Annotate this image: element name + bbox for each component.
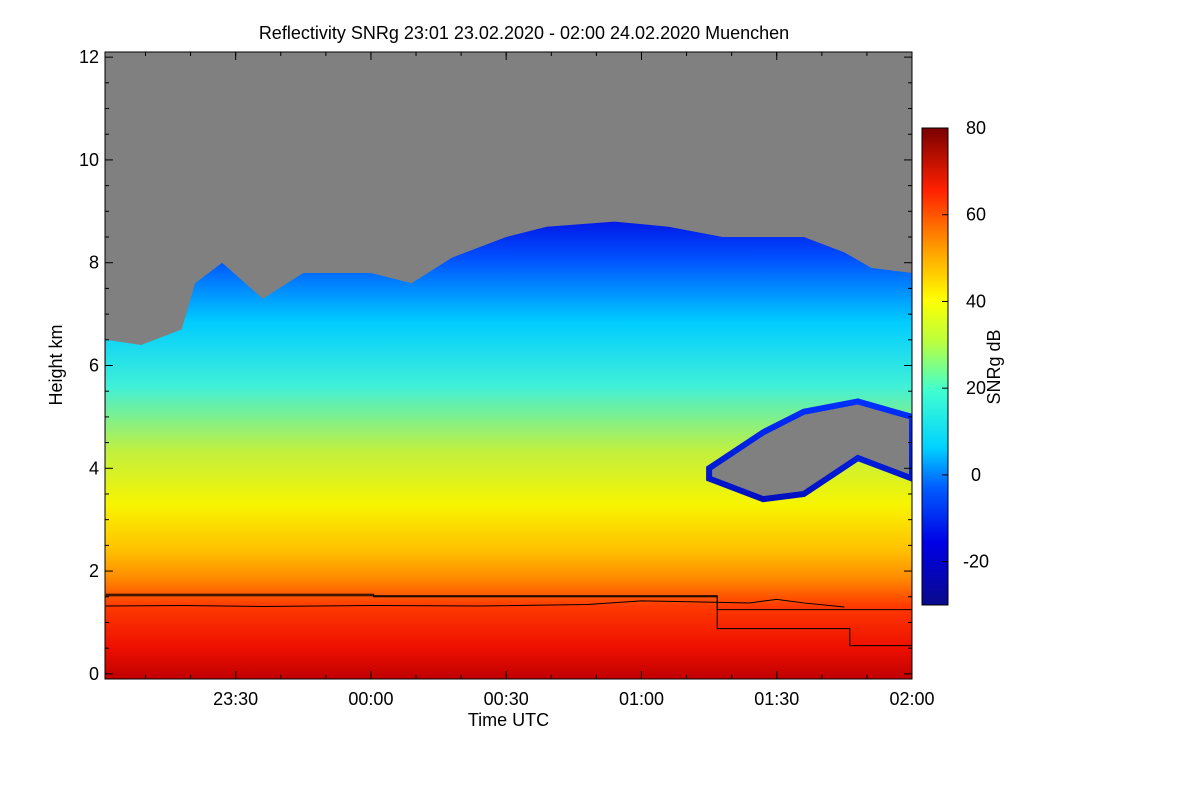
colorbar-tick-label: -20 <box>963 552 989 572</box>
chart-title: Reflectivity SNRg 23:01 23.02.2020 - 02:… <box>259 23 789 43</box>
x-tick-label: 23:30 <box>213 689 258 709</box>
x-tick-label: 02:00 <box>889 689 934 709</box>
x-tick-label: 01:30 <box>754 689 799 709</box>
y-tick-label: 12 <box>79 47 99 67</box>
colorbar: -20 0 20 40 60 80 SNRg dB <box>921 118 1004 606</box>
plot-area <box>105 52 912 679</box>
y-tick-label: 2 <box>89 561 99 581</box>
series-line-3 <box>105 598 845 608</box>
cloud-gap-region <box>706 398 912 503</box>
colorbar-tick-label: 80 <box>966 118 986 138</box>
colorbar-tick-label: 60 <box>966 205 986 225</box>
x-tick-label: 00:00 <box>348 689 393 709</box>
y-tick-label: 10 <box>79 150 99 170</box>
y-tick-label: 8 <box>89 253 99 273</box>
y-tick-label: 6 <box>89 356 99 376</box>
x-axis: 23:30 00:00 00:30 01:00 01:30 02:00 <box>144 52 935 709</box>
x-axis-label: Time UTC <box>468 710 549 730</box>
x-tick-label: 00:30 <box>484 689 529 709</box>
colorbar-gradient <box>921 127 949 606</box>
y-axis-label: Height km <box>46 324 66 405</box>
series-line-1 <box>105 593 912 647</box>
colorbar-tick-label: 0 <box>971 465 981 485</box>
y-axis: 0 2 4 6 8 10 12 <box>79 47 912 684</box>
y-tick-label: 0 <box>89 664 99 684</box>
series-layer <box>105 593 912 647</box>
colorbar-tick-label: 40 <box>966 291 986 311</box>
colorbar-label: SNRg dB <box>984 329 1004 404</box>
colorbar-tick-label: 20 <box>966 378 986 398</box>
x-tick-label: 01:00 <box>619 689 664 709</box>
y-tick-label: 4 <box>89 458 99 478</box>
colorbar-ticks: -20 0 20 40 60 80 <box>942 118 989 572</box>
cloud-field <box>105 221 912 679</box>
